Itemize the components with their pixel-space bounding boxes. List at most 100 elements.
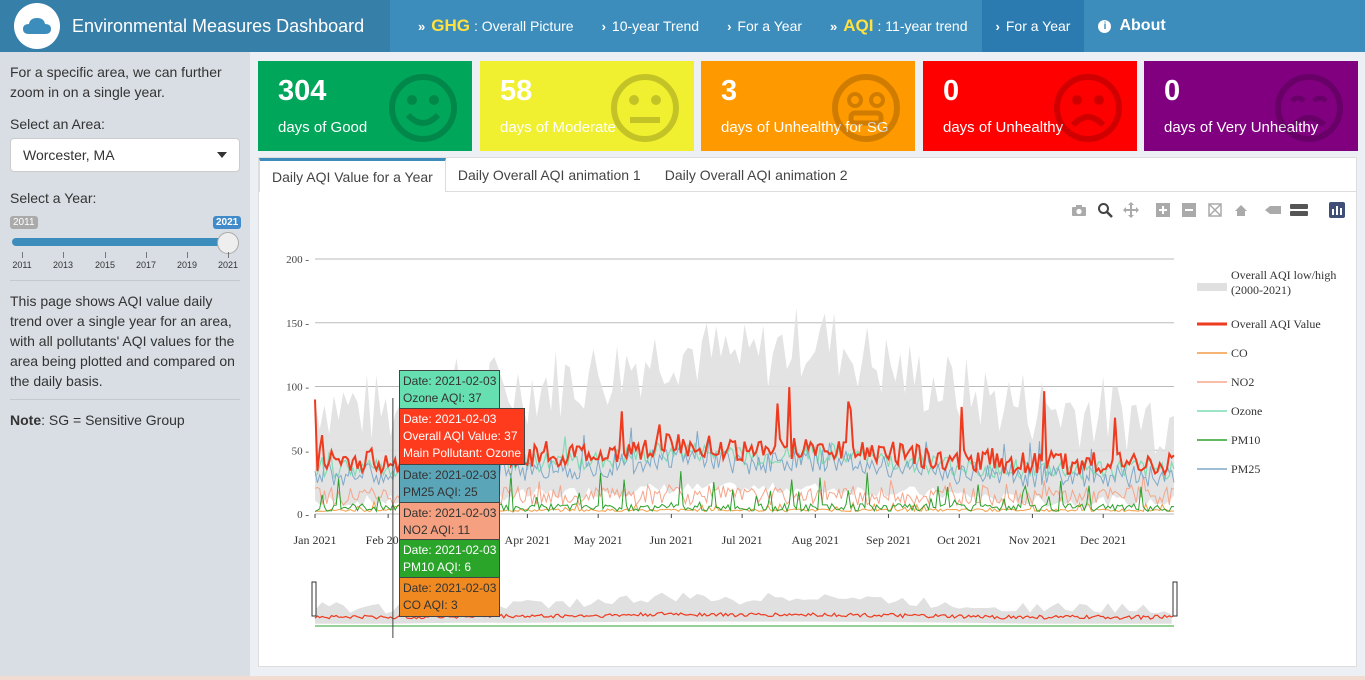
divider <box>10 280 240 281</box>
sidebar-note: Note: SG = Sensitive Group <box>10 412 185 428</box>
y-tick-label: 200 - <box>286 254 309 266</box>
very-unhealthy-days-label: days of Very Unhealthy <box>1164 119 1319 136</box>
unhealthy-sg-days-label: days of Unhealthy for SG <box>721 119 889 136</box>
slider-handle[interactable] <box>217 232 239 254</box>
double-chevron-icon: » <box>418 18 426 34</box>
grin-face-icon <box>832 74 900 142</box>
y-tick-label: 100 - <box>286 382 309 394</box>
smile-icon <box>389 74 457 142</box>
autoscale-icon[interactable] <box>1206 202 1224 218</box>
very-unhealthy-days-count: 0 <box>1164 75 1181 107</box>
tab-animation-2[interactable]: Daily Overall AQI animation 2 <box>664 166 848 183</box>
legend-label: Overall AQI Value <box>1231 317 1321 331</box>
area-select[interactable]: Worcester, MA <box>10 138 240 172</box>
sad-face-icon <box>1275 74 1343 142</box>
unhealthy-days-count: 0 <box>943 75 960 107</box>
nav-ghg-overall[interactable]: » GHG: Overall Picture <box>418 16 574 35</box>
rangeslider-handle-left <box>311 581 317 617</box>
x-tick-label: Aug 2021 <box>791 533 839 547</box>
x-tick-label: Jul 2021 <box>722 533 763 547</box>
y-tick-label: 0 - <box>297 509 309 521</box>
main-nav: » GHG: Overall Picture › 10-year Trend › Fo… <box>404 0 1180 52</box>
legend-label: CO <box>1231 346 1248 360</box>
x-tick-label: Apr 2021 <box>505 533 551 547</box>
tooltip-line: Date: 2021-02-03 <box>403 581 497 595</box>
home-icon[interactable] <box>1232 202 1250 218</box>
zoom-in-icon[interactable] <box>1154 202 1172 218</box>
tab-bar: Daily AQI Value for a Year Daily Overall… <box>259 158 1356 192</box>
moderate-days-count: 58 <box>500 75 533 107</box>
slider-tick-label: 2011 <box>12 260 32 270</box>
nav-ghg-10-year-trend[interactable]: › 10-year Trend <box>601 18 700 34</box>
slider-tick-label: 2019 <box>176 260 198 270</box>
chevron-right-icon: › <box>995 18 1000 34</box>
slider-tick-label: 2013 <box>52 260 74 270</box>
tooltip-line: Date: 2021-02-03 <box>403 468 497 482</box>
y-tick-label: 150 - <box>286 318 309 330</box>
year-slider[interactable]: 2011 2021 2011 2013 2015 2017 2019 2021 <box>10 212 242 272</box>
moderate-days-label: days of Moderate <box>500 119 616 136</box>
chart-tabbox: Daily AQI Value for a Year Daily Overall… <box>258 157 1357 667</box>
app-title: Environmental Measures Dashboard <box>72 15 365 36</box>
legend-label: Overall AQI low/high <box>1231 268 1336 282</box>
slider-track[interactable] <box>12 238 234 246</box>
unhealthy-sg-days-count: 3 <box>721 75 738 107</box>
divider <box>10 399 240 400</box>
hover-tooltip: Date: 2021-02-03 PM10 AQI: 6 <box>399 539 501 579</box>
plotly-logo-icon[interactable] <box>1328 202 1346 218</box>
tooltip-line: Main Pollutant: Ozone <box>403 446 522 460</box>
tab-animation-1[interactable]: Daily Overall AQI animation 1 <box>457 166 641 183</box>
tooltip-line: Ozone AQI: 37 <box>403 391 482 405</box>
hover-tooltip: Date: 2021-02-03 Ozone AQI: 37 <box>399 370 501 410</box>
nav-aqi-for-a-year[interactable]: › For a Year <box>981 0 1085 52</box>
slider-value-label: 2021 <box>213 216 242 229</box>
tab-daily-aqi-value[interactable]: Daily AQI Value for a Year <box>259 158 446 192</box>
good-days-label: days of Good <box>278 119 368 136</box>
year-label: Select a Year: <box>10 190 97 206</box>
nav-about[interactable]: i About <box>1084 0 1179 52</box>
camera-icon[interactable] <box>1070 202 1088 218</box>
frown-icon <box>1054 74 1122 142</box>
tooltip-line: Date: 2021-02-03 <box>403 412 497 426</box>
top-navbar: Environmental Measures Dashboard » GHG: O… <box>0 0 1365 52</box>
sidebar-description: This page shows AQI value daily trend ov… <box>10 293 235 389</box>
hover-tooltip: Date: 2021-02-03 NO2 AQI: 11 <box>399 502 501 542</box>
x-tick-label: Nov 2021 <box>1009 533 1057 547</box>
slider-tick-label: 2021 <box>217 260 239 270</box>
hover-tooltip: Date: 2021-02-03 Overall AQI Value: 37 Mai… <box>399 408 526 465</box>
nav-aqi-11-year-trend[interactable]: » AQI: 11-year trend <box>830 16 968 35</box>
compare-hover-icon[interactable] <box>1290 202 1308 218</box>
spike-lines-icon[interactable] <box>1264 202 1282 218</box>
hover-tooltip: Date: 2021-02-03 PM25 AQI: 25 <box>399 464 501 504</box>
x-tick-label: Oct 2021 <box>937 533 981 547</box>
hover-tooltip: Date: 2021-02-03 CO AQI: 3 <box>399 577 501 617</box>
tooltip-line: Overall AQI Value: 37 <box>403 429 518 443</box>
x-tick-label: Sep 2021 <box>866 533 911 547</box>
slider-ticks: 2011 2013 2015 2017 2019 2021 <box>10 252 240 270</box>
tooltip-line: CO AQI: 3 <box>403 598 458 612</box>
x-tick-label: May 2021 <box>574 533 623 547</box>
tooltip-line: PM25 AQI: 25 <box>403 485 478 499</box>
valuebox-unhealthy-sg: 3 days of Unhealthy for SG <box>701 61 915 151</box>
x-tick-label: Jun 2021 <box>650 533 694 547</box>
tooltip-line: NO2 AQI: 11 <box>403 523 471 537</box>
valuebox-good: 304 days of Good <box>258 61 472 151</box>
tooltip-line: Date: 2021-02-03 <box>403 374 497 388</box>
valuebox-unhealthy: 0 days of Unhealthy <box>923 61 1137 151</box>
info-icon: i <box>1098 19 1112 33</box>
tooltip-line: Date: 2021-02-03 <box>403 543 497 557</box>
chevron-right-icon: › <box>601 18 606 34</box>
double-chevron-icon: » <box>830 18 838 34</box>
pan-icon[interactable] <box>1122 202 1140 218</box>
valuebox-very-unhealthy: 0 days of Very Unhealthy <box>1144 61 1358 151</box>
legend-label: PM25 <box>1231 462 1260 476</box>
brand: Environmental Measures Dashboard <box>0 0 390 52</box>
good-days-count: 304 <box>278 75 327 107</box>
zoom-icon[interactable] <box>1096 202 1114 218</box>
tooltip-line: PM10 AQI: 6 <box>403 560 472 574</box>
zoom-out-icon[interactable] <box>1180 202 1198 218</box>
legend-label: (2000-2021) <box>1231 283 1291 297</box>
nav-ghg-for-a-year[interactable]: › For a Year <box>727 18 803 34</box>
unhealthy-days-label: days of Unhealthy <box>943 119 1064 136</box>
plot-modebar <box>1070 202 1346 218</box>
